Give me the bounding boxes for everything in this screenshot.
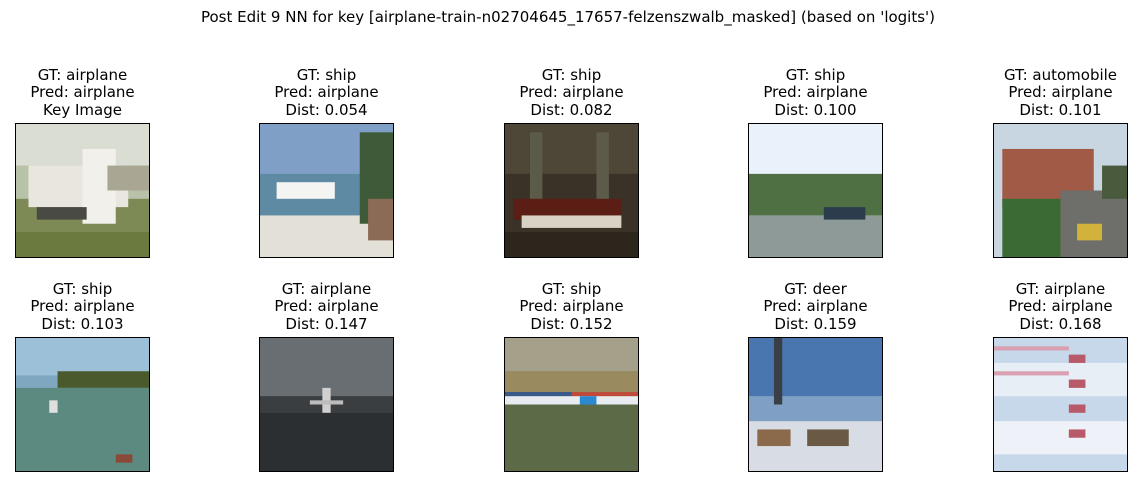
neighbor-thumbnail: [748, 337, 883, 472]
gt-label: GT: automobile: [1003, 65, 1118, 84]
neighbor-thumbnail: [15, 337, 150, 472]
panel-caption: GT: deer Pred: airplane Dist: 0.159: [688, 279, 943, 334]
pred-label: Pred: airplane: [519, 83, 624, 101]
pred-label: Pred: airplane: [519, 297, 624, 315]
dist-label: Dist: 0.103: [41, 314, 124, 333]
key-image-thumbnail: [15, 123, 150, 258]
dist-label: Dist: 0.054: [285, 100, 368, 119]
panel-caption: GT: ship Pred: airplane Dist: 0.152: [444, 279, 699, 334]
neighbor-thumbnail: [504, 123, 639, 258]
panel-caption: GT: airplane Pred: airplane Dist: 0.168: [933, 279, 1136, 334]
pred-label: Pred: airplane: [1008, 297, 1113, 315]
dist-label: Dist: 0.147: [285, 314, 368, 333]
neighbor-thumbnail: [504, 337, 639, 472]
gt-label: GT: ship: [296, 65, 357, 84]
pred-label: Pred: airplane: [30, 297, 135, 315]
dist-label: Dist: 0.152: [530, 314, 613, 333]
dist-label: Dist: 0.168: [1019, 314, 1102, 333]
panel-caption: GT: automobile Pred: airplane Dist: 0.10…: [933, 65, 1136, 120]
gt-label: GT: ship: [541, 65, 602, 84]
panel-caption: GT: ship Pred: airplane Dist: 0.082: [444, 65, 699, 120]
panel-caption: GT: ship Pred: airplane Dist: 0.100: [688, 65, 943, 120]
gt-label: GT: airplane: [281, 279, 372, 298]
pred-label: Pred: airplane: [763, 83, 868, 101]
key-image-label: Key Image: [43, 100, 122, 119]
gt-label: GT: ship: [785, 65, 846, 84]
neighbor-thumbnail: [993, 337, 1128, 472]
pred-label: Pred: airplane: [30, 83, 135, 101]
gt-label: GT: airplane: [1015, 279, 1106, 298]
gt-label: GT: deer: [784, 279, 847, 298]
gt-label: GT: ship: [52, 279, 113, 298]
dist-label: Dist: 0.101: [1019, 100, 1102, 119]
neighbor-thumbnail: [259, 337, 394, 472]
dist-label: Dist: 0.100: [774, 100, 857, 119]
neighbor-thumbnail: [993, 123, 1128, 258]
neighbor-thumbnail: [259, 123, 394, 258]
dist-label: Dist: 0.159: [774, 314, 857, 333]
pred-label: Pred: airplane: [763, 297, 868, 315]
figure-title: Post Edit 9 NN for key [airplane-train-n…: [200, 8, 936, 26]
dist-label: Dist: 0.082: [530, 100, 613, 119]
pred-label: Pred: airplane: [274, 83, 379, 101]
gt-label: GT: ship: [541, 279, 602, 298]
gt-label: GT: airplane: [37, 65, 128, 84]
pred-label: Pred: airplane: [274, 297, 379, 315]
panel-caption: GT: airplane Pred: airplane Dist: 0.147: [199, 279, 454, 334]
panel-caption: GT: airplane Pred: airplane Key Image: [0, 65, 210, 120]
neighbor-thumbnail: [748, 123, 883, 258]
panel-caption: GT: ship Pred: airplane Dist: 0.103: [0, 279, 210, 334]
pred-label: Pred: airplane: [1008, 83, 1113, 101]
panel-caption: GT: ship Pred: airplane Dist: 0.054: [199, 65, 454, 120]
